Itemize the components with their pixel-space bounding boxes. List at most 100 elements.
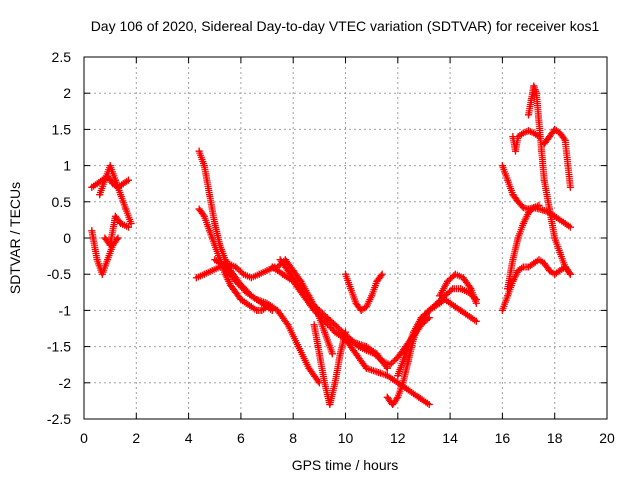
data-point xyxy=(357,306,365,314)
data-point xyxy=(415,393,423,401)
data-point xyxy=(125,223,132,231)
data-point xyxy=(300,288,308,296)
data-point xyxy=(206,227,213,235)
data-point xyxy=(352,350,360,358)
data-point xyxy=(433,299,441,307)
data-point xyxy=(258,306,266,314)
data-point xyxy=(417,314,425,322)
y-tick-label: 2 xyxy=(63,85,71,101)
data-point xyxy=(540,140,548,148)
data-point xyxy=(106,162,114,170)
series-arc-22 xyxy=(525,82,574,278)
data-point xyxy=(104,256,111,264)
data-point xyxy=(342,335,349,343)
data-point xyxy=(459,274,467,282)
data-point xyxy=(339,328,347,336)
data-point xyxy=(221,263,229,271)
data-point xyxy=(240,270,247,278)
data-point xyxy=(305,364,313,372)
data-point xyxy=(336,350,344,358)
data-point xyxy=(284,267,292,275)
data-point xyxy=(532,89,540,97)
data-point xyxy=(93,180,101,188)
data-point xyxy=(310,321,318,329)
data-point xyxy=(551,234,559,242)
data-point xyxy=(284,321,292,329)
y-tick-label: 1 xyxy=(63,158,71,174)
data-point xyxy=(88,227,96,235)
data-point xyxy=(525,205,532,213)
series-arc-3 xyxy=(96,162,135,227)
data-point xyxy=(331,328,339,336)
data-point xyxy=(530,204,538,212)
data-point xyxy=(88,183,96,191)
data-point xyxy=(347,285,355,293)
data-point xyxy=(323,314,331,322)
data-point xyxy=(373,368,381,376)
data-point xyxy=(556,249,564,256)
series-arc-8 xyxy=(211,256,323,387)
plot-frame xyxy=(83,56,608,420)
data-point xyxy=(404,386,412,394)
y-tick-label: -1 xyxy=(59,302,72,318)
data-point xyxy=(224,259,232,267)
data-point xyxy=(535,201,543,209)
data-point xyxy=(551,212,559,220)
data-point xyxy=(504,176,512,184)
data-point xyxy=(383,372,391,380)
data-point xyxy=(111,212,119,220)
data-point xyxy=(519,220,527,227)
data-point xyxy=(373,277,381,285)
data-point xyxy=(195,205,203,213)
series-arc-10 xyxy=(310,321,349,408)
data-point xyxy=(232,277,240,285)
data-point xyxy=(399,379,407,387)
data-point xyxy=(451,270,459,278)
data-point xyxy=(355,343,363,351)
data-point xyxy=(449,285,457,293)
data-point xyxy=(211,256,219,264)
data-point xyxy=(96,191,104,199)
data-point xyxy=(331,379,339,387)
data-point xyxy=(362,303,370,311)
data-point xyxy=(561,136,569,144)
data-point xyxy=(362,364,370,372)
data-point xyxy=(556,129,564,137)
data-point xyxy=(247,274,255,282)
data-point xyxy=(247,303,255,311)
data-point xyxy=(200,270,208,278)
data-point xyxy=(451,303,459,311)
data-point xyxy=(383,393,391,401)
data-point xyxy=(504,285,512,293)
data-point xyxy=(101,176,109,184)
data-point xyxy=(561,263,569,271)
data-point xyxy=(446,299,454,307)
data-point xyxy=(566,223,574,231)
data-point xyxy=(326,401,334,408)
data-point xyxy=(410,328,417,336)
data-point xyxy=(378,270,386,278)
x-tick-label: 8 xyxy=(289,430,297,446)
x-tick-label: 0 xyxy=(80,430,88,446)
x-tick-label: 18 xyxy=(547,430,563,446)
data-point xyxy=(546,133,553,141)
data-point xyxy=(527,96,535,104)
data-point xyxy=(279,270,287,278)
data-point xyxy=(457,285,465,293)
x-tick-label: 14 xyxy=(442,430,458,446)
y-tick-label: 1.5 xyxy=(52,121,72,137)
data-point xyxy=(232,288,240,296)
data-point xyxy=(253,296,261,303)
data-markers xyxy=(88,82,574,408)
data-point xyxy=(321,328,329,336)
data-point xyxy=(425,306,433,314)
data-point xyxy=(200,212,208,220)
data-point xyxy=(525,111,532,119)
x-axis-label: GPS time / hours xyxy=(292,457,399,473)
data-point xyxy=(315,306,323,314)
series-arc-20 xyxy=(498,162,543,213)
data-point xyxy=(386,361,394,369)
data-point xyxy=(535,256,543,264)
data-point xyxy=(472,317,480,325)
series-arc-14 xyxy=(342,335,433,408)
